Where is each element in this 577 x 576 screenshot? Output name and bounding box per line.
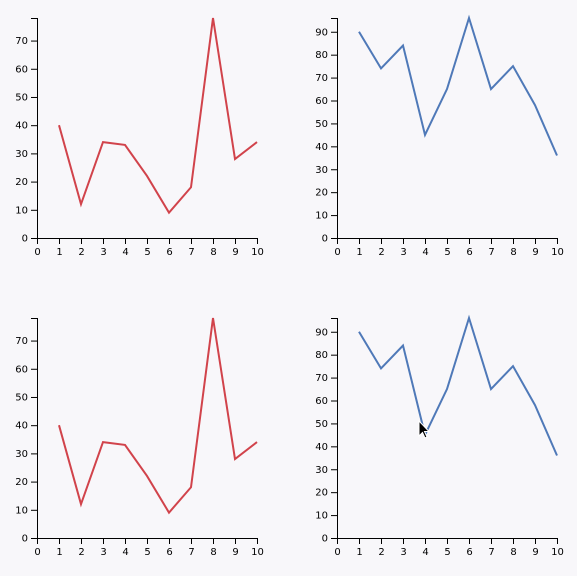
- y-tick-label: 40: [315, 442, 328, 453]
- line-chart: 0 10 20 30 40 50 60 70 0 1 2 3 4 5 6 7 8 9 10: [15, 17, 264, 258]
- line-chart: 0 10 20 30 40 50 60 70 0 1 2 3 4 5 6 7 8 9 10: [15, 317, 264, 558]
- y-tick-label: 30: [315, 165, 328, 176]
- y-tick-label: 60: [315, 96, 328, 107]
- line: [58, 17, 258, 215]
- x-tick-label: 3: [100, 547, 106, 558]
- x-tick-label: 0: [34, 547, 40, 558]
- y-tick-label: 70: [15, 336, 28, 347]
- y-tick-label: 70: [315, 73, 328, 84]
- line-chart: 0 10 20 30 40 50 60 70 80 90 0 1 2 3 4 5 6 7 8 9 10: [315, 14, 564, 258]
- y-tick-label: 10: [15, 505, 28, 516]
- x-tick-label: 0: [334, 247, 340, 258]
- y-tick-label: 60: [315, 396, 328, 407]
- x-tick-label: 1: [356, 547, 362, 558]
- x-tick-label: 5: [444, 247, 450, 258]
- x-tick-label: 1: [56, 247, 62, 258]
- x-tick-label: 9: [232, 547, 238, 558]
- mouse-cursor: [418, 419, 431, 439]
- y-tick-label: 80: [315, 350, 328, 361]
- y-tick-label: 50: [15, 392, 28, 403]
- line: [358, 314, 558, 456]
- x-tick-label: 9: [532, 247, 538, 258]
- y-tick-label: 0: [322, 534, 328, 545]
- x-tick-label: 2: [78, 247, 84, 258]
- y-tick-label: 50: [315, 419, 328, 430]
- x-tick-label: 4: [122, 547, 128, 558]
- y-tick-label: 30: [15, 449, 28, 460]
- line: [358, 14, 558, 156]
- y-tick-label: 40: [15, 121, 28, 132]
- line-chart: 0 10 20 30 40 50 60 70 80 90 0 1 2 3 4 5 6 7 8 9 10: [315, 314, 564, 558]
- x-tick-label: 1: [56, 547, 62, 558]
- x-tick-label: 10: [551, 247, 564, 258]
- x-tick-label: 6: [466, 547, 472, 558]
- y-tick-label: 10: [315, 211, 328, 222]
- x-tick-label: 5: [144, 247, 150, 258]
- y-tick-label: 60: [15, 64, 28, 75]
- x-tick-label: 5: [144, 547, 150, 558]
- x-tick-label: 8: [210, 547, 216, 558]
- x-tick-label: 5: [444, 547, 450, 558]
- x-tick-label: 4: [122, 247, 128, 258]
- x-tick-label: 3: [400, 247, 406, 258]
- y-tick-label: 10: [315, 511, 328, 522]
- x-tick-label: 6: [166, 247, 172, 258]
- x-tick-label: 8: [510, 247, 516, 258]
- x-tick-label: 8: [210, 247, 216, 258]
- y-tick-label: 70: [315, 373, 328, 384]
- y-tick-label: 0: [22, 534, 28, 545]
- y-tick-label: 0: [22, 234, 28, 245]
- x-tick-label: 3: [400, 547, 406, 558]
- y-tick-label: 30: [315, 465, 328, 476]
- x-tick-label: 10: [251, 547, 264, 558]
- x-tick-label: 2: [378, 547, 384, 558]
- x-tick-label: 0: [34, 247, 40, 258]
- y-tick-label: 50: [15, 92, 28, 103]
- x-tick-label: 6: [166, 547, 172, 558]
- x-tick-label: 6: [466, 247, 472, 258]
- x-tick-label: 2: [378, 247, 384, 258]
- y-tick-label: 90: [315, 27, 328, 38]
- x-tick-label: 10: [251, 247, 264, 258]
- x-tick-label: 3: [100, 247, 106, 258]
- x-tick-label: 7: [488, 547, 494, 558]
- line: [58, 317, 258, 515]
- x-tick-label: 2: [78, 547, 84, 558]
- y-tick-label: 30: [15, 149, 28, 160]
- y-tick-label: 70: [15, 36, 28, 47]
- x-tick-label: 1: [356, 247, 362, 258]
- x-tick-label: 10: [551, 547, 564, 558]
- x-tick-label: 9: [232, 247, 238, 258]
- x-tick-label: 0: [334, 547, 340, 558]
- x-tick-label: 8: [510, 547, 516, 558]
- x-tick-label: 4: [422, 247, 428, 258]
- x-tick-label: 4: [422, 547, 428, 558]
- y-tick-label: 80: [315, 50, 328, 61]
- x-tick-label: 7: [488, 247, 494, 258]
- y-tick-label: 20: [15, 477, 28, 488]
- x-tick-label: 9: [532, 547, 538, 558]
- x-tick-label: 7: [188, 247, 194, 258]
- y-tick-label: 20: [315, 188, 328, 199]
- y-tick-label: 60: [15, 364, 28, 375]
- y-tick-label: 40: [315, 142, 328, 153]
- y-tick-label: 10: [15, 205, 28, 216]
- y-tick-label: 20: [315, 488, 328, 499]
- y-tick-label: 90: [315, 327, 328, 338]
- x-tick-label: 7: [188, 547, 194, 558]
- y-tick-label: 20: [15, 177, 28, 188]
- y-tick-label: 50: [315, 119, 328, 130]
- y-tick-label: 40: [15, 421, 28, 432]
- y-tick-label: 0: [322, 234, 328, 245]
